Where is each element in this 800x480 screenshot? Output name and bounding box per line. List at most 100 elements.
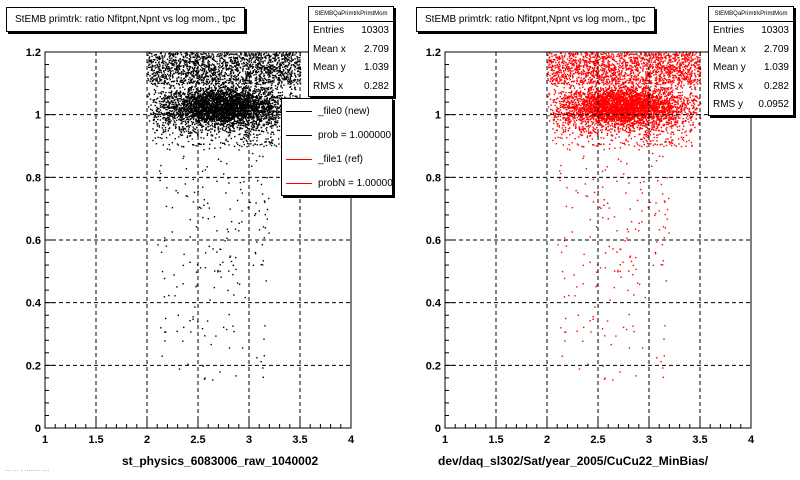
scatter-point — [174, 61, 176, 64]
scatter-point — [272, 115, 274, 117]
scatter-point — [169, 54, 172, 56]
scatter-point — [167, 66, 169, 68]
scatter-point — [247, 122, 249, 124]
scatter-point — [289, 94, 291, 96]
scatter-point — [231, 114, 234, 116]
scatter-point — [267, 122, 269, 124]
scatter-point — [184, 120, 186, 122]
scatter-point — [218, 95, 221, 97]
scatter-point — [173, 80, 176, 82]
scatter-point — [168, 77, 171, 79]
scatter-point — [237, 62, 239, 64]
scatter-point — [154, 82, 156, 85]
scatter-point — [229, 93, 232, 95]
scatter-point — [242, 112, 245, 114]
scatter-point — [256, 123, 258, 126]
scatter-point — [159, 78, 161, 80]
scatter-point — [263, 106, 265, 108]
scatter-point — [246, 60, 249, 62]
scatter-point — [203, 115, 206, 118]
scatter-point — [168, 101, 170, 103]
scatter-point — [169, 87, 172, 89]
scatter-point — [245, 113, 247, 115]
scatter-point — [270, 61, 272, 63]
scatter-point — [297, 64, 300, 66]
scatter-point — [201, 74, 203, 76]
scatter-point — [240, 57, 242, 60]
scatter-point — [255, 64, 257, 66]
scatter-point — [176, 71, 179, 73]
scatter-point — [257, 59, 259, 61]
scatter-point — [280, 84, 282, 86]
scatter-point — [282, 68, 285, 71]
scatter-point — [260, 68, 263, 71]
scatter-point — [246, 99, 248, 101]
scatter-point — [201, 126, 203, 129]
scatter-point — [187, 69, 190, 71]
scatter-point — [293, 80, 296, 82]
scatter-point — [260, 101, 262, 103]
scatter-point — [296, 64, 298, 66]
scatter-point — [204, 57, 206, 59]
scatter-point — [280, 86, 282, 88]
scatter-point — [259, 100, 261, 103]
scatter-point — [219, 128, 221, 130]
scatter-point — [201, 111, 203, 113]
scatter-point — [253, 61, 255, 63]
scatter-point — [243, 61, 245, 64]
scatter-point — [200, 116, 203, 118]
scatter-point — [160, 70, 162, 72]
scatter-point — [263, 56, 266, 58]
scatter-point — [247, 113, 249, 116]
scatter-point — [262, 93, 265, 95]
scatter-point — [178, 76, 180, 78]
scatter-point — [155, 109, 158, 111]
scatter-point — [267, 54, 270, 56]
scatter-point — [205, 121, 207, 124]
scatter-point — [270, 105, 273, 107]
scatter-point — [239, 114, 241, 116]
scatter-point — [182, 82, 184, 84]
scatter-point — [213, 113, 215, 115]
scatter-point — [247, 93, 249, 95]
scatter-point — [270, 144, 273, 147]
scatter-point — [196, 91, 198, 94]
scatter-point — [242, 100, 244, 102]
scatter-point — [215, 117, 218, 120]
scatter-point — [268, 109, 271, 111]
scatter-point — [224, 78, 226, 80]
scatter-point — [267, 79, 269, 81]
scatter-point — [283, 69, 285, 72]
scatter-point — [267, 69, 269, 72]
scatter-point — [186, 53, 189, 56]
scatter-point — [164, 130, 167, 133]
scatter-point — [169, 118, 171, 120]
scatter-point — [246, 113, 248, 115]
scatter-point — [199, 58, 201, 61]
scatter-point — [252, 90, 254, 93]
scatter-point — [210, 68, 212, 70]
scatter-point — [216, 82, 218, 85]
scatter-point — [273, 105, 275, 108]
scatter-point — [180, 52, 182, 54]
scatter-point — [152, 58, 155, 61]
scatter-point — [190, 61, 192, 63]
scatter-point — [162, 107, 165, 109]
scatter-point — [261, 57, 263, 59]
scatter-point — [221, 53, 223, 55]
scatter-point — [273, 118, 275, 121]
scatter-point — [227, 52, 229, 54]
scatter-point — [256, 78, 258, 80]
scatter-point — [182, 78, 185, 80]
scatter-point — [273, 77, 275, 79]
scatter-point — [221, 62, 224, 64]
scatter-point — [285, 56, 287, 58]
scatter-point — [211, 119, 213, 122]
scatter-point — [269, 98, 271, 100]
scatter-point — [186, 97, 188, 99]
scatter-point — [228, 53, 231, 56]
scatter-point — [182, 55, 184, 58]
scatter-point — [273, 110, 275, 112]
scatter-point — [173, 112, 175, 114]
scatter-point — [218, 80, 221, 82]
